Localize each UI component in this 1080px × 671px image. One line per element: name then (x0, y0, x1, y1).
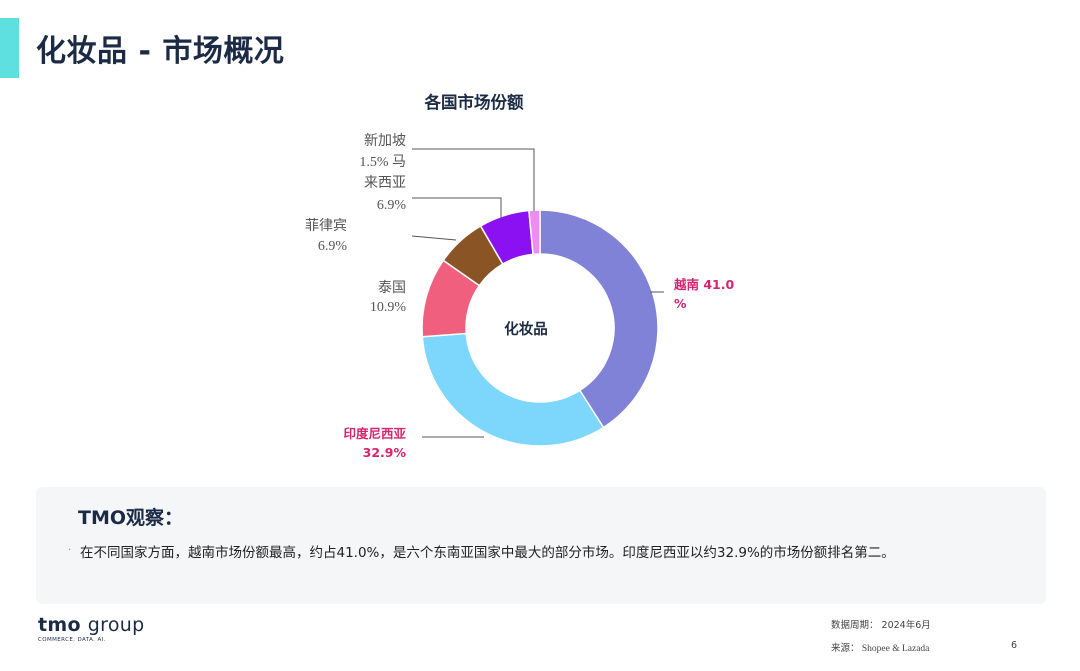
logo-main-text: tmo (38, 614, 81, 636)
slice-label-1-line-1: 越南 41.0 (673, 277, 734, 292)
tmo-group-logo: tmo group COMMERCE. DATA. AI. (38, 614, 144, 643)
slice-label-4-line-2: 6.9% (318, 239, 348, 254)
slice-label-3-line-1: 泰国 (378, 280, 406, 296)
observation-bullet: · (68, 545, 72, 556)
logo-tagline: COMMERCE. DATA. AI. (38, 637, 106, 643)
slice-label-2-line-2: 32.9% (363, 445, 407, 460)
slice-label-5-line-2: 6.9% (377, 198, 407, 213)
leader-line-6 (412, 148, 535, 211)
slice-label-4-line-1: 菲律宾 (305, 218, 347, 234)
slice-label-6-line-2: 1.5% 马 (359, 154, 406, 170)
data-period: 数据周期： 2024年6月 (831, 620, 931, 631)
slice-label-3-line-2: 10.9% (370, 300, 407, 315)
slice-1 (539, 209, 659, 429)
chart-center-label: 化妆品 (504, 320, 548, 338)
slice-label-6-line-1: 新加坡 (364, 133, 406, 149)
observation-text: 在不同国家方面，越南市场份额最高，约占41.0%，是六个东南亚国家中最大的部分市… (80, 545, 895, 561)
page-title: 化妆品 - 市场概况 (36, 34, 285, 69)
observation-title: TMO观察： (78, 507, 184, 529)
slice-label-5-line-1: 来西亚 (364, 175, 406, 191)
slice-label-1-line-2: % (674, 296, 687, 311)
slice-2 (421, 332, 605, 447)
donut-chart: 各国市场份额 越南 41.0% 印度尼西亚 32.9% 泰国 10.9% 菲律宾 6.9% 来… (305, 92, 734, 460)
leader-line-4 (411, 235, 457, 241)
logo-group-text: group (87, 614, 145, 636)
title-accent-bar (0, 18, 19, 78)
slice-label-2-line-1: 印度尼西亚 (343, 426, 406, 441)
observation-panel: TMO观察： · 在不同国家方面，越南市场份额最高，约占41.0%，是六个东南亚… (36, 487, 1046, 604)
data-source: 来源： Shopee & Lazada (831, 644, 930, 654)
slice-6 (528, 209, 541, 256)
page-number: 6 (1011, 640, 1018, 651)
chart-title: 各国市场份额 (424, 92, 525, 112)
leader-line-5 (412, 197, 502, 219)
